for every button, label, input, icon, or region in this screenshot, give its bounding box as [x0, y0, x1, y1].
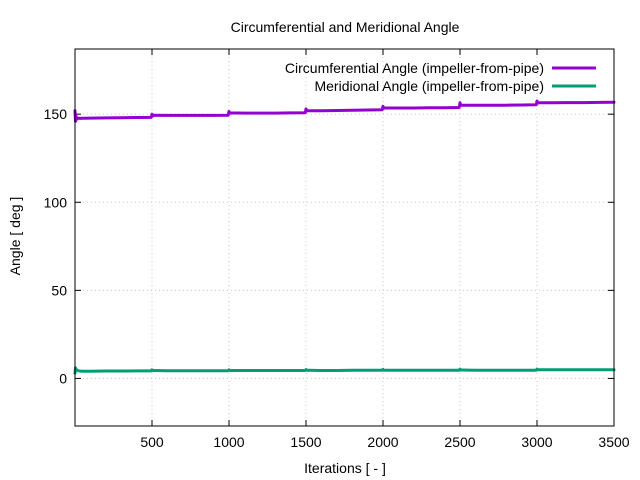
plot-frame	[74, 48, 615, 427]
x-tick-label: 1500	[290, 434, 321, 450]
series-line-2	[73, 366, 616, 375]
chart-title: Circumferential and Meridional Angle	[231, 19, 460, 35]
y-tick-label: 150	[44, 106, 68, 122]
x-tick-label: 1000	[213, 434, 244, 450]
x-tick-label: 3500	[598, 434, 629, 450]
x-axis-label: Iterations [ - ]	[304, 460, 386, 476]
legend: Circumferential Angle (impeller-from-pip…	[285, 60, 596, 94]
axis-ticks: 500 1000 1500 2000 2500 3000 3500 0 50 100 150	[44, 49, 630, 450]
grid	[75, 49, 614, 426]
y-tick-label: 50	[51, 282, 67, 298]
x-tick-label: 2000	[367, 434, 398, 450]
legend-label: Circumferential Angle (impeller-from-pip…	[285, 60, 544, 76]
series-line-1	[73, 99, 616, 123]
y-tick-label: 0	[59, 370, 67, 386]
y-tick-label: 100	[44, 194, 68, 210]
x-tick-label: 3000	[521, 434, 552, 450]
y-axis-label: Angle [ deg ]	[7, 197, 23, 276]
legend-label: Meridional Angle (impeller-from-pipe)	[314, 78, 544, 94]
x-tick-label: 2500	[444, 434, 475, 450]
series-layer	[73, 99, 616, 375]
x-tick-label: 500	[140, 434, 164, 450]
